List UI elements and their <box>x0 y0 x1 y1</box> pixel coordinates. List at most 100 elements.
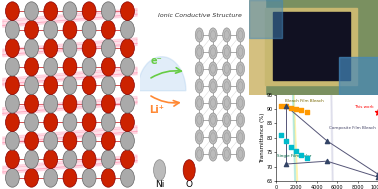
Circle shape <box>25 132 39 150</box>
Point <box>324 139 330 142</box>
Circle shape <box>82 113 96 132</box>
Circle shape <box>236 28 245 42</box>
Point <box>375 110 378 113</box>
Circle shape <box>63 94 77 113</box>
Circle shape <box>236 62 245 76</box>
Circle shape <box>223 147 231 161</box>
Circle shape <box>44 2 58 20</box>
Polygon shape <box>3 67 137 86</box>
Circle shape <box>121 169 134 187</box>
Y-axis label: Transmittance (%): Transmittance (%) <box>260 113 265 163</box>
Circle shape <box>121 132 134 150</box>
Circle shape <box>82 57 96 76</box>
Circle shape <box>195 113 203 127</box>
Point <box>288 145 294 148</box>
Circle shape <box>6 132 19 150</box>
Circle shape <box>63 57 77 76</box>
Circle shape <box>121 76 134 94</box>
Point <box>283 105 289 108</box>
Circle shape <box>223 28 231 42</box>
Circle shape <box>6 20 19 39</box>
Polygon shape <box>138 57 186 91</box>
Circle shape <box>195 45 203 59</box>
Point <box>288 106 294 109</box>
Circle shape <box>121 57 134 76</box>
Circle shape <box>44 57 58 76</box>
Polygon shape <box>3 9 137 27</box>
Circle shape <box>63 113 77 132</box>
Circle shape <box>101 169 115 187</box>
Circle shape <box>63 150 77 169</box>
Point <box>324 160 330 163</box>
Circle shape <box>183 160 195 180</box>
Circle shape <box>121 20 134 39</box>
Circle shape <box>101 57 115 76</box>
Circle shape <box>236 45 245 59</box>
Circle shape <box>82 2 96 20</box>
Circle shape <box>121 113 134 132</box>
Polygon shape <box>3 126 137 145</box>
Circle shape <box>63 76 77 94</box>
Circle shape <box>101 132 115 150</box>
Circle shape <box>44 150 58 169</box>
Circle shape <box>195 96 203 110</box>
Circle shape <box>195 28 203 42</box>
Circle shape <box>44 20 58 39</box>
Circle shape <box>63 20 77 39</box>
Circle shape <box>195 79 203 93</box>
Circle shape <box>63 39 77 57</box>
Circle shape <box>121 94 134 113</box>
Point <box>278 105 284 108</box>
Text: Li⁺: Li⁺ <box>149 105 164 115</box>
Circle shape <box>223 130 231 144</box>
Point <box>304 110 310 113</box>
Circle shape <box>223 79 231 93</box>
Point <box>304 157 310 160</box>
Circle shape <box>101 113 115 132</box>
Circle shape <box>236 147 245 161</box>
Circle shape <box>44 132 58 150</box>
Circle shape <box>25 20 39 39</box>
Circle shape <box>101 94 115 113</box>
Circle shape <box>195 62 203 76</box>
Circle shape <box>209 45 217 59</box>
Circle shape <box>236 96 245 110</box>
Circle shape <box>63 169 77 187</box>
Point <box>298 154 304 157</box>
Circle shape <box>121 150 134 169</box>
Text: O: O <box>186 180 193 189</box>
Ellipse shape <box>277 0 312 189</box>
Bar <box>265 8 358 85</box>
Circle shape <box>63 132 77 150</box>
Circle shape <box>82 169 96 187</box>
Circle shape <box>223 45 231 59</box>
Circle shape <box>25 39 39 57</box>
Circle shape <box>236 79 245 93</box>
Text: This work: This work <box>354 105 374 108</box>
Circle shape <box>6 150 19 169</box>
Circle shape <box>63 2 77 20</box>
Point <box>293 108 299 111</box>
Circle shape <box>44 76 58 94</box>
Circle shape <box>101 150 115 169</box>
Circle shape <box>82 94 96 113</box>
Ellipse shape <box>278 0 311 189</box>
Bar <box>249 0 265 94</box>
Circle shape <box>44 94 58 113</box>
Point <box>283 139 289 142</box>
Circle shape <box>121 39 134 57</box>
Point <box>375 173 378 176</box>
Point <box>278 134 284 137</box>
Circle shape <box>25 57 39 76</box>
Circle shape <box>195 147 203 161</box>
Circle shape <box>209 147 217 161</box>
Circle shape <box>25 2 39 20</box>
Point <box>283 105 289 108</box>
Circle shape <box>153 160 166 180</box>
Circle shape <box>195 130 203 144</box>
Point <box>375 176 378 179</box>
Circle shape <box>223 62 231 76</box>
Circle shape <box>82 76 96 94</box>
Circle shape <box>82 132 96 150</box>
Text: Ionic Conductive Structure: Ionic Conductive Structure <box>158 13 242 18</box>
